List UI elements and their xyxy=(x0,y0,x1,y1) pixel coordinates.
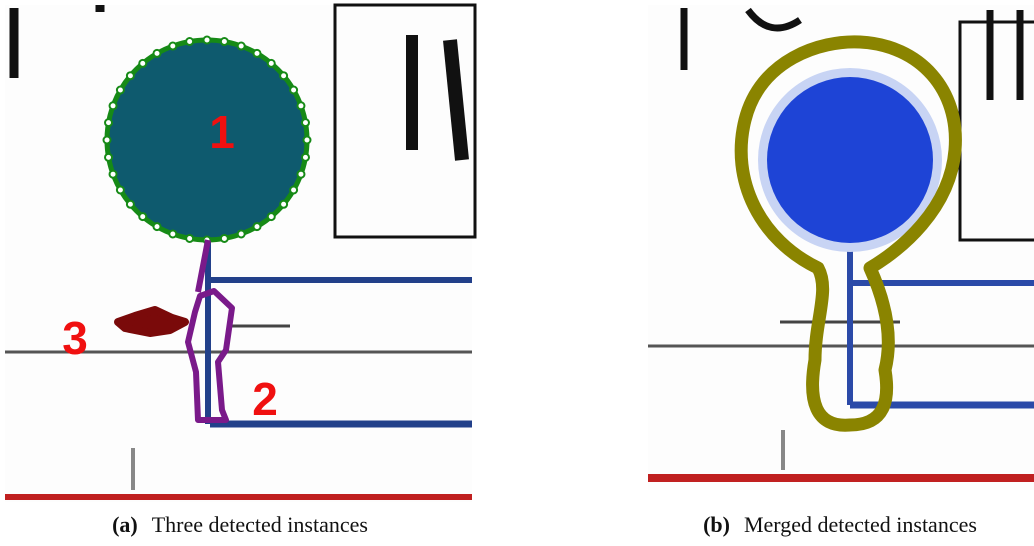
vertex xyxy=(297,171,304,178)
caption-text: Merged detected instances xyxy=(744,512,977,537)
vertex xyxy=(139,60,146,67)
caption-a: (a) Three detected instances xyxy=(112,512,368,537)
instance-label: 1 xyxy=(209,106,235,158)
vertex xyxy=(268,60,275,67)
vertex xyxy=(302,119,309,126)
vertex xyxy=(186,38,193,45)
vertex xyxy=(280,201,287,208)
vertex xyxy=(290,187,297,194)
instance-label: 3 xyxy=(62,312,88,364)
vertex xyxy=(304,137,311,144)
instance-label: 2 xyxy=(252,373,278,425)
caption-label: (b) xyxy=(703,512,730,537)
vertex xyxy=(297,102,304,109)
node-circle xyxy=(767,77,933,243)
vertex xyxy=(238,43,245,50)
vertex xyxy=(127,72,134,79)
caption-b: (b) Merged detected instances xyxy=(703,512,977,537)
vertex xyxy=(238,230,245,237)
vertex xyxy=(154,223,161,230)
vertex xyxy=(204,37,211,44)
vertex xyxy=(127,201,134,208)
vertex xyxy=(110,102,117,109)
caption-text: Three detected instances xyxy=(152,512,368,537)
caption-label: (a) xyxy=(112,512,138,537)
vertex xyxy=(154,50,161,57)
vertex xyxy=(104,137,111,144)
page: {"panels": [ {"label": "(a)", "caption":… xyxy=(0,0,1034,546)
vertex xyxy=(302,154,309,161)
vertex xyxy=(221,235,228,242)
vertex xyxy=(254,50,261,57)
vertex xyxy=(254,223,261,230)
vertex xyxy=(290,87,297,94)
vertex xyxy=(169,230,176,237)
captions: (a) Three detected instances (b) Merged de… xyxy=(112,512,977,537)
vertex xyxy=(110,171,117,178)
vertex xyxy=(169,43,176,50)
vertex xyxy=(280,72,287,79)
vertex xyxy=(105,119,112,126)
panel-b xyxy=(648,5,1034,490)
vertex xyxy=(221,38,228,45)
vertex xyxy=(186,235,193,242)
vertex xyxy=(139,213,146,220)
vertex xyxy=(105,154,112,161)
vertex xyxy=(117,87,124,94)
vertex xyxy=(268,213,275,220)
vertex xyxy=(117,187,124,194)
panel-a: 1 2 3 xyxy=(5,5,475,502)
figure: 1 2 3 (a) Three detected instances (b) Mer… xyxy=(0,0,1034,546)
